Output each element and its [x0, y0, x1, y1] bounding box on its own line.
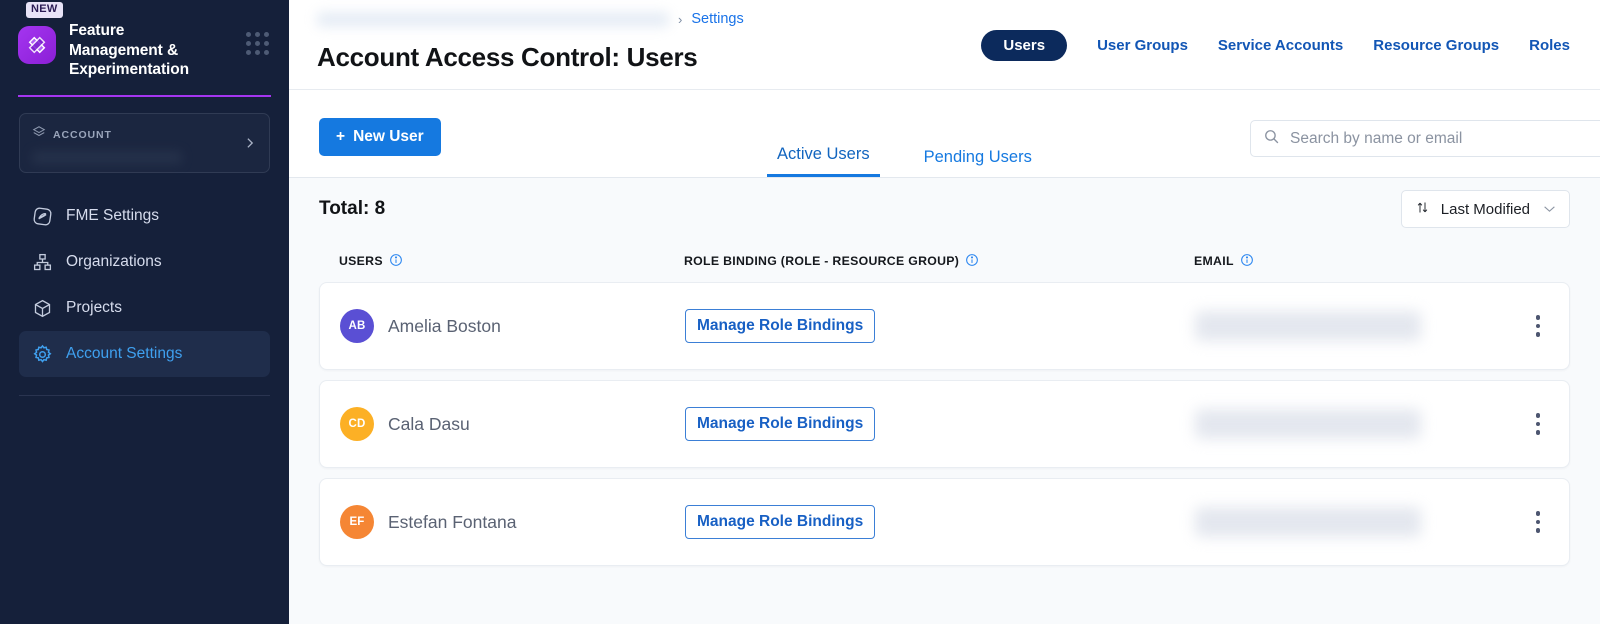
page-title: Account Access Control: Users	[317, 42, 698, 72]
role-binding-cell: Manage Role Bindings	[685, 407, 1195, 441]
table-row[interactable]: EF Estefan Fontana Manage Role Bindings	[319, 478, 1570, 566]
brand-underline	[18, 95, 271, 97]
sidebar-item-account-settings[interactable]: Account Settings	[19, 331, 270, 377]
projects-cube-icon	[31, 297, 53, 319]
user-name: Amelia Boston	[388, 315, 501, 336]
row-actions-menu-icon[interactable]	[1527, 505, 1550, 539]
user-name: Estefan Fontana	[388, 511, 517, 532]
apps-grid-icon[interactable]	[246, 32, 269, 55]
brand-title: Feature Management & Experimentation	[69, 22, 189, 78]
chevron-down-icon	[1543, 202, 1556, 216]
account-switcher-header: ACCOUNT	[32, 125, 257, 144]
organizations-icon	[31, 251, 53, 273]
list-header: Total: 8 Last Modified	[319, 178, 1570, 240]
user-cell: EF Estefan Fontana	[340, 505, 685, 539]
user-name: Cala Dasu	[388, 413, 470, 434]
manage-role-bindings-button[interactable]: Manage Role Bindings	[685, 407, 876, 441]
gear-icon	[31, 343, 53, 365]
column-header-users-label: USERS	[339, 254, 383, 268]
user-cell: AB Amelia Boston	[340, 309, 685, 343]
tab-pending-users[interactable]: Pending Users	[923, 148, 1032, 166]
new-badge: NEW	[26, 2, 63, 18]
sidebar-header: NEW Feature Management & Experimentation	[0, 0, 289, 88]
breadcrumb-redacted	[317, 11, 669, 27]
logo-wrapper: NEW	[18, 2, 63, 64]
email-redacted	[1195, 311, 1421, 341]
search-icon	[1263, 128, 1280, 150]
avatar: CD	[340, 407, 374, 441]
breadcrumb-separator: ›	[678, 11, 683, 27]
search-input[interactable]	[1290, 129, 1597, 148]
table-row[interactable]: CD Cala Dasu Manage Role Bindings	[319, 380, 1570, 468]
new-user-button[interactable]: + New User	[319, 118, 441, 156]
account-switcher[interactable]: ACCOUNT	[19, 113, 270, 173]
sidebar-item-organizations[interactable]: Organizations	[19, 239, 270, 285]
sidebar-item-label: Account Settings	[66, 345, 183, 362]
email-redacted	[1195, 409, 1421, 439]
sort-dropdown[interactable]: Last Modified	[1400, 190, 1570, 228]
sidebar-item-label: Projects	[66, 299, 122, 316]
sidebar-nav: FME Settings Organizations	[0, 193, 289, 377]
sidebar-item-fme-settings[interactable]: FME Settings	[19, 193, 270, 239]
search-box[interactable]	[1250, 120, 1600, 157]
email-redacted	[1195, 507, 1421, 537]
page-header: › Settings Account Access Control: Users…	[289, 0, 1600, 90]
total-count: Total: 8	[319, 198, 386, 219]
fme-logo-icon	[18, 26, 56, 64]
toolbar: + New User Active Users Pending Users	[289, 90, 1600, 178]
manage-role-bindings-button[interactable]: Manage Role Bindings	[685, 309, 876, 343]
tab-user-groups[interactable]: User Groups	[1097, 37, 1188, 54]
role-binding-cell: Manage Role Bindings	[685, 309, 1195, 343]
account-switcher-label: ACCOUNT	[53, 128, 112, 141]
account-name-redacted	[32, 151, 182, 164]
avatar: AB	[340, 309, 374, 343]
brand: NEW Feature Management & Experimentation	[18, 2, 271, 80]
column-header-email: EMAIL	[1194, 253, 1550, 270]
layers-icon	[32, 125, 46, 144]
tab-service-accounts[interactable]: Service Accounts	[1217, 37, 1344, 54]
sort-dropdown-label: Last Modified	[1440, 200, 1530, 218]
user-state-tabs: Active Users Pending Users	[767, 145, 1042, 177]
role-binding-cell: Manage Role Bindings	[685, 505, 1195, 539]
table-row[interactable]: AB Amelia Boston Manage Role Bindings	[319, 282, 1570, 370]
column-header-role-binding-label: ROLE BINDING (ROLE - RESOURCE GROUP)	[684, 254, 960, 268]
breadcrumb-settings-link[interactable]: Settings	[691, 11, 744, 27]
manage-role-bindings-button[interactable]: Manage Role Bindings	[685, 505, 876, 539]
table-column-headers: USERS ROLE BINDING (ROLE - RESOURCE GROU…	[319, 240, 1570, 282]
column-header-email-label: EMAIL	[1194, 254, 1234, 268]
avatar: EF	[340, 505, 374, 539]
email-cell	[1195, 505, 1549, 539]
email-cell	[1195, 309, 1549, 343]
sidebar-divider	[19, 395, 270, 396]
sidebar-item-label: FME Settings	[66, 207, 160, 224]
tab-resource-groups[interactable]: Resource Groups	[1373, 37, 1500, 54]
info-icon[interactable]	[389, 253, 403, 270]
info-icon[interactable]	[1240, 253, 1254, 270]
breadcrumb: › Settings	[317, 11, 744, 27]
main-content: › Settings Account Access Control: Users…	[289, 0, 1600, 624]
users-list-area: Total: 8 Last Modified	[289, 178, 1600, 624]
email-cell	[1195, 407, 1549, 441]
new-user-button-label: New User	[353, 128, 424, 145]
section-tabs: Users User Groups Service Accounts Resou…	[981, 30, 1570, 61]
sidebar-item-projects[interactable]: Projects	[19, 285, 270, 331]
sort-arrows-icon	[1415, 200, 1430, 219]
column-header-users: USERS	[339, 253, 684, 270]
tab-roles[interactable]: Roles	[1529, 37, 1570, 54]
column-header-role-binding: ROLE BINDING (ROLE - RESOURCE GROUP)	[684, 253, 1194, 270]
fme-settings-icon	[31, 205, 53, 227]
plus-icon: +	[336, 128, 346, 145]
sidebar-item-label: Organizations	[66, 253, 162, 270]
sidebar: NEW Feature Management & Experimentation	[0, 0, 289, 624]
row-actions-menu-icon[interactable]	[1527, 309, 1550, 343]
tab-active-users[interactable]: Active Users	[767, 145, 880, 177]
info-icon[interactable]	[965, 253, 979, 270]
chevron-right-icon	[243, 133, 256, 158]
row-actions-menu-icon[interactable]	[1527, 407, 1550, 441]
tab-users[interactable]: Users	[981, 30, 1068, 61]
user-cell: CD Cala Dasu	[340, 407, 685, 441]
